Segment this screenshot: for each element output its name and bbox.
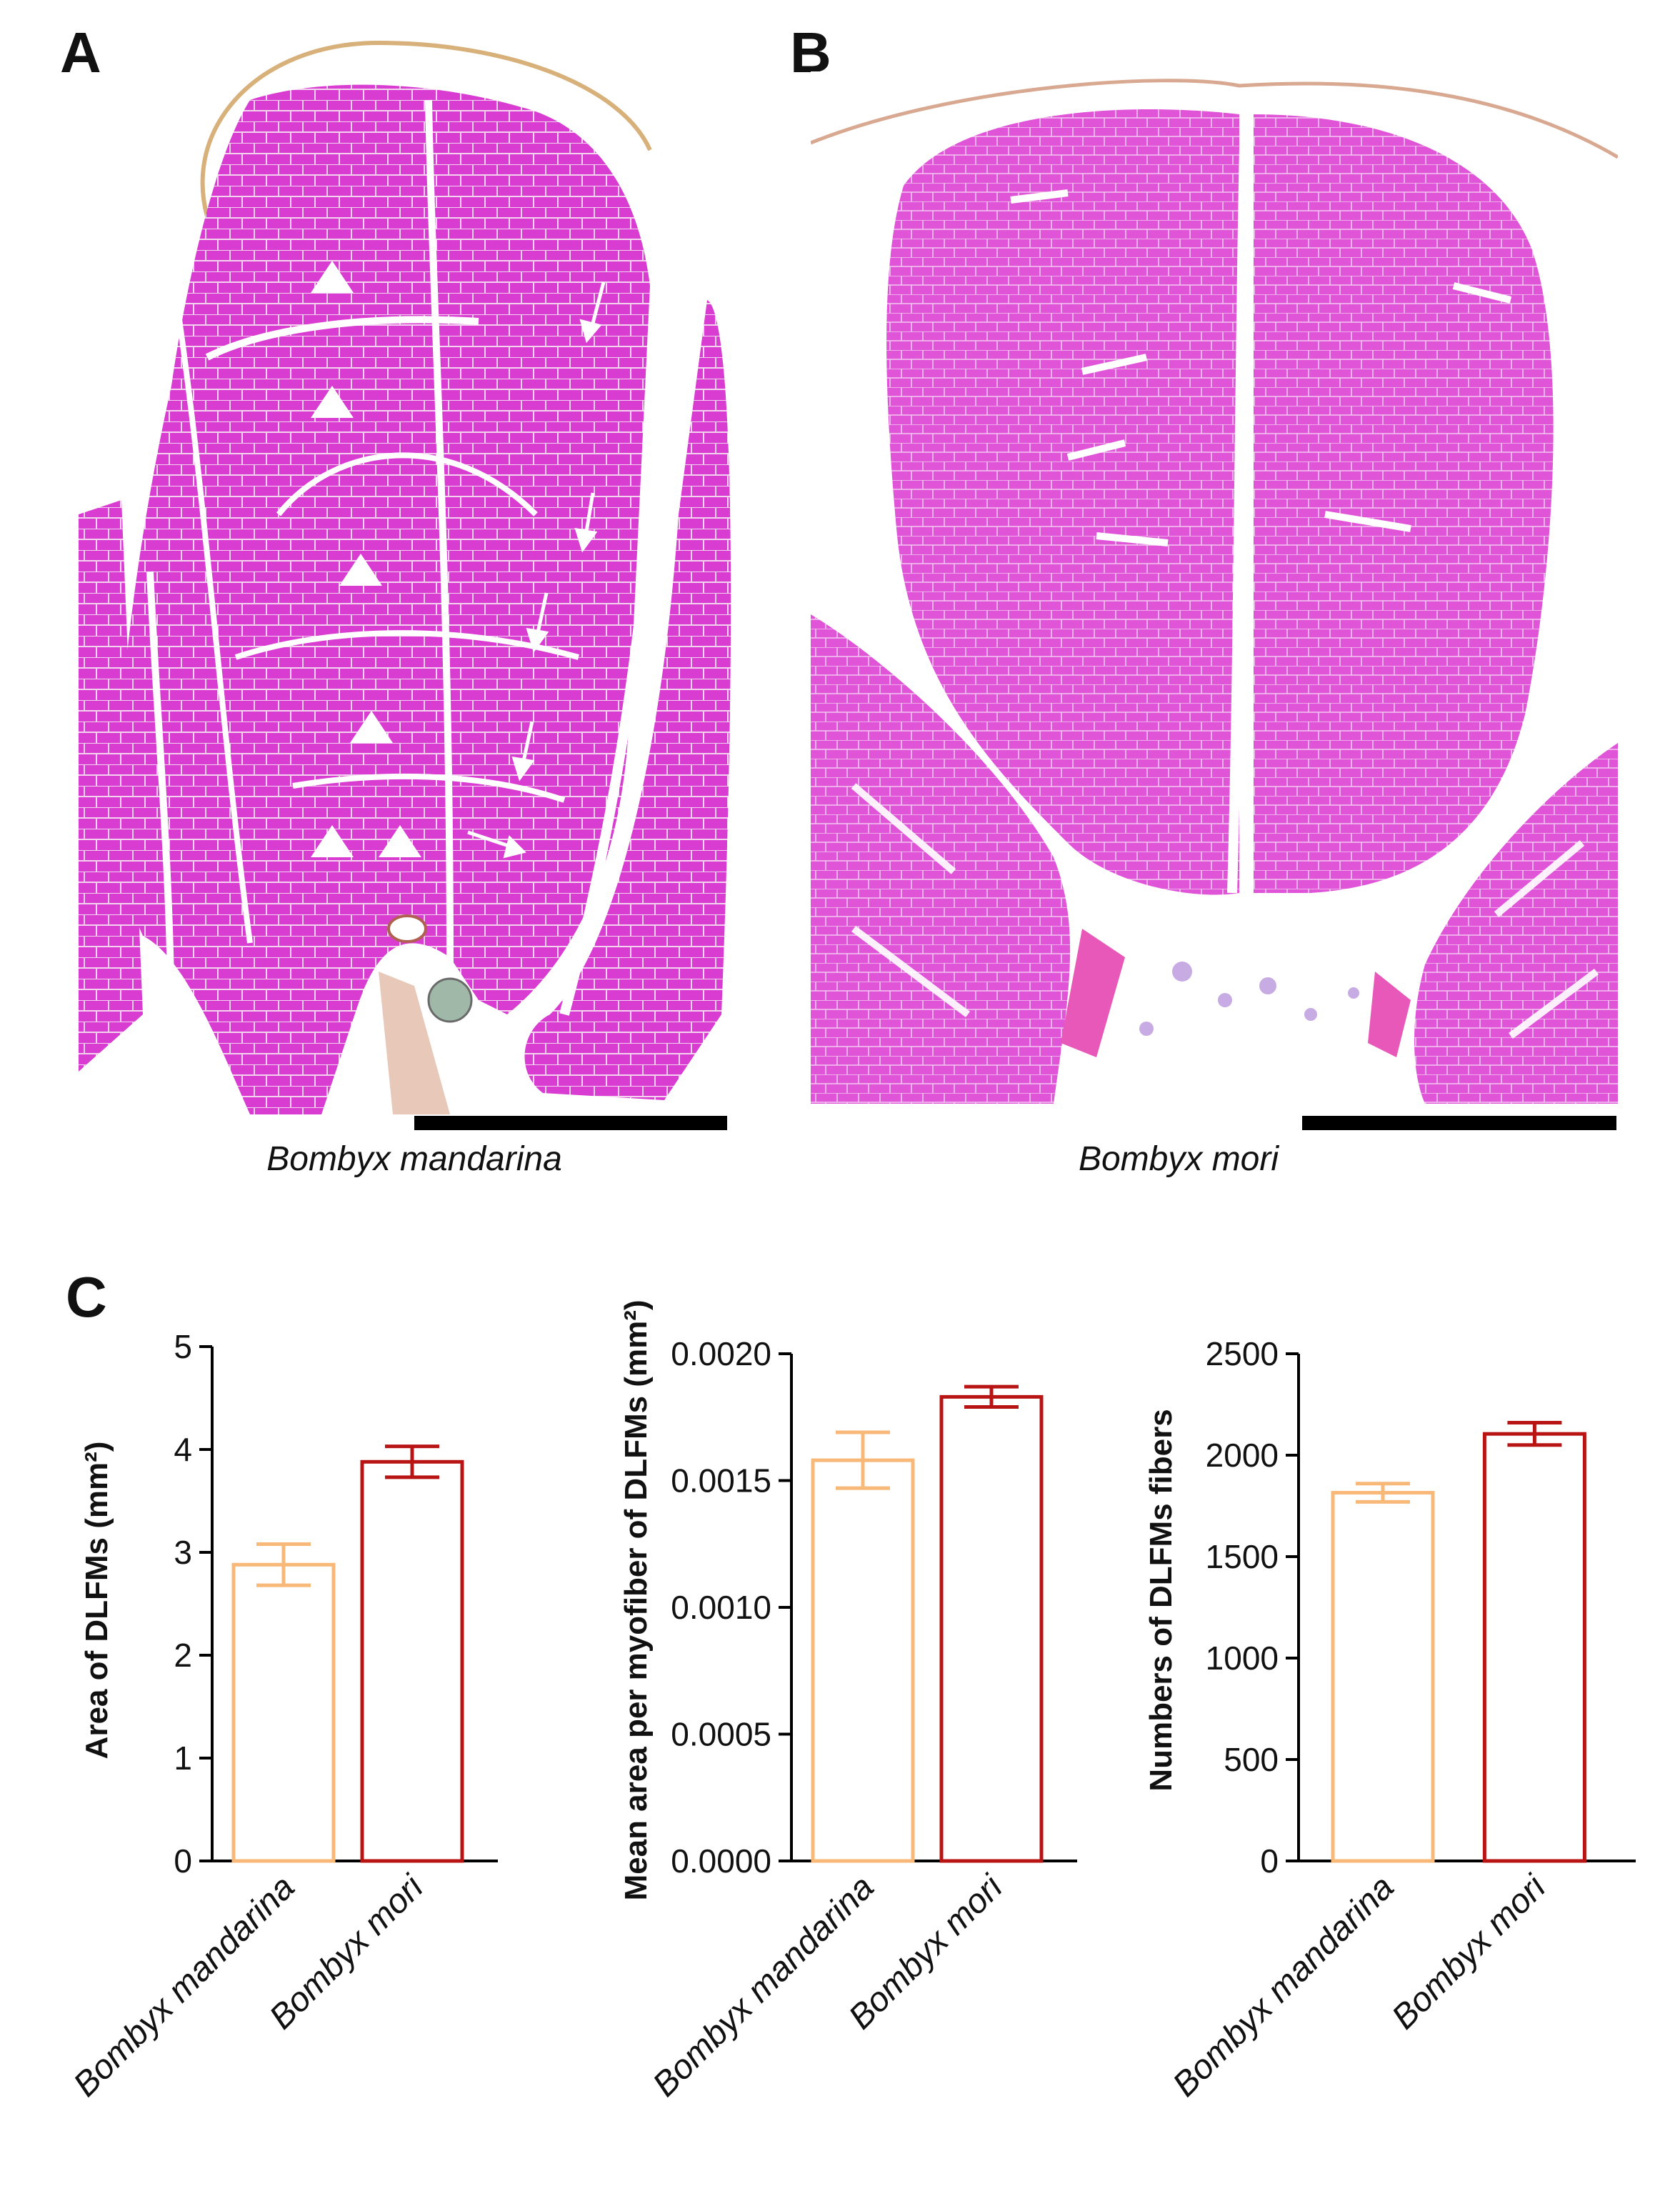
- y-tick-label-1-3: 0.0015: [671, 1462, 771, 1499]
- y-tick-label-1-1: 0.0005: [671, 1716, 771, 1753]
- y-tick-label-0-3: 3: [174, 1534, 192, 1571]
- y-tick-label-2-2: 1000: [1206, 1639, 1279, 1677]
- y-tick-label-1-2: 0.0010: [671, 1589, 771, 1626]
- bar-0-1: [360, 1459, 464, 1863]
- scale-bar-b: [1302, 1116, 1616, 1130]
- y-tick-label-0-1: 1: [174, 1740, 192, 1777]
- caption-a: Bombyx mandarina: [266, 1140, 562, 1178]
- micrograph-bombyx-mandarina: [79, 40, 731, 1114]
- bar-2-0: [1331, 1491, 1435, 1863]
- bar-2-1: [1482, 1432, 1586, 1863]
- bar-1-0: [811, 1458, 915, 1863]
- category-label-1-0: Bombyx mandarina: [646, 1868, 881, 2104]
- micrograph-bombyx-mori: [811, 71, 1618, 1104]
- y-axis-label-1: Mean area per myofiber of DLFMs (mm²): [619, 1300, 654, 1901]
- bar-0-0: [231, 1562, 336, 1863]
- category-label-0-0: Bombyx mandarina: [66, 1868, 302, 2104]
- category-label-2-0: Bombyx mandarina: [1166, 1868, 1401, 2104]
- y-tick-label-2-1: 500: [1224, 1741, 1279, 1778]
- caption-b: Bombyx mori: [1078, 1140, 1279, 1178]
- y-axis-label-2: Numbers of DLFMs fibers: [1144, 1409, 1179, 1791]
- bar-charts: 0 1 2 3 4 5 Area of DLFMs (mm²) Bombyx mandarin…: [66, 1300, 1636, 2104]
- category-label-2-1: Bombyx mori: [1385, 1867, 1554, 2036]
- panel-c-label: C: [66, 1265, 107, 1329]
- y-tick-label-0-2: 2: [174, 1637, 192, 1674]
- y-tick-label-0-0: 0: [174, 1842, 192, 1880]
- panel-a-label: A: [60, 21, 101, 84]
- bar-1-1: [939, 1394, 1044, 1863]
- y-tick-label-1-0: 0.0000: [671, 1842, 771, 1880]
- y-axis-label-0: Area of DLFMs (mm²): [79, 1442, 114, 1760]
- y-tick-label-2-3: 1500: [1206, 1538, 1279, 1575]
- y-tick-label-2-5: 2500: [1206, 1335, 1279, 1372]
- y-tick-label-2-0: 0: [1260, 1842, 1279, 1880]
- y-tick-label-1-4: 0.0020: [671, 1335, 771, 1372]
- y-tick-label-0-5: 5: [174, 1328, 192, 1365]
- y-tick-label-0-4: 4: [174, 1431, 192, 1468]
- y-tick-label-2-4: 2000: [1206, 1437, 1279, 1474]
- scale-bar-a: [414, 1116, 727, 1130]
